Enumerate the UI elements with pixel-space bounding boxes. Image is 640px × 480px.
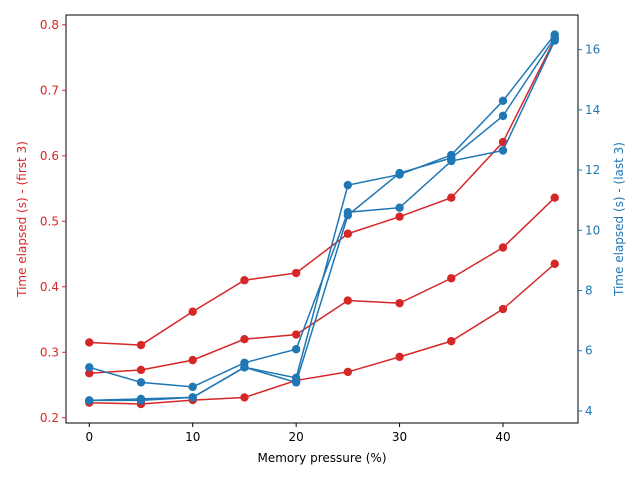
left-series-2-point: [188, 355, 197, 365]
x-tick-label: 0: [85, 430, 93, 444]
left-series-2-point: [447, 274, 456, 283]
left-series-1-point: [395, 212, 404, 221]
right-series-2-point: [498, 146, 508, 155]
x-axis-ticks: 0 10 20 30 40: [85, 423, 511, 444]
left-axis-ticks: 0.2 0.3 0.4 0.5 0.6 0.7 0.8: [40, 18, 66, 425]
right-series-3-point: [240, 363, 249, 372]
right-y-tick-label: 8: [585, 284, 593, 298]
left-series-line-2: [89, 197, 556, 374]
left-series-1-point: [447, 193, 456, 202]
left-series-1-point: [240, 276, 249, 285]
right-series-3-point: [447, 153, 456, 163]
right-series-3-point: [395, 168, 404, 178]
left-y-tick-label: 0.4: [40, 280, 59, 294]
left-y-tick-label: 0.8: [40, 18, 59, 32]
left-y-tick-label: 0.6: [40, 149, 59, 163]
left-series-2-point: [498, 243, 508, 252]
right-axis-series-group: [85, 30, 559, 405]
left-y-tick-label: 0.7: [40, 83, 59, 97]
left-series-2-point: [343, 296, 353, 305]
right-y-tick-label: 16: [585, 43, 600, 57]
right-series-3-point: [550, 33, 559, 42]
right-y-tick-label: 10: [585, 223, 600, 237]
left-series-1-point: [188, 307, 197, 316]
right-series-2-point: [85, 363, 94, 372]
right-y-tick-label: 6: [585, 344, 593, 358]
right-series-line-1: [89, 34, 556, 402]
left-series-3-point: [550, 259, 559, 269]
right-series-3-point: [188, 393, 197, 402]
x-axis-label: Memory pressure (%): [257, 451, 386, 465]
left-y-axis-label: Time elapsed (s) - (first 3): [15, 141, 29, 298]
left-series-3-point: [240, 393, 249, 402]
right-y-tick-label: 12: [585, 163, 600, 177]
right-series-2-point: [188, 382, 197, 392]
x-tick-label: 30: [392, 430, 407, 444]
left-series-2-point: [291, 330, 301, 339]
right-y-tick-label: 14: [585, 103, 600, 117]
right-series-3-point: [85, 396, 94, 405]
left-y-tick-label: 0.3: [40, 345, 59, 359]
right-series-2-point: [395, 203, 404, 212]
left-series-2-point: [136, 365, 146, 375]
left-axis-series-group: [85, 35, 559, 409]
left-series-1-point: [343, 229, 353, 238]
left-series-line-3: [89, 263, 556, 405]
x-tick-label: 40: [495, 430, 510, 444]
right-series-line-3: [89, 37, 556, 402]
left-series-line-1: [89, 38, 556, 346]
left-series-2-point: [85, 369, 94, 378]
right-y-tick-label: 4: [585, 404, 593, 418]
right-series-2-point: [291, 345, 301, 354]
x-tick-label: 20: [289, 430, 304, 444]
left-y-tick-label: 0.5: [40, 214, 59, 228]
right-series-3-point: [343, 211, 353, 220]
right-series-3-point: [291, 378, 301, 387]
left-series-3-point: [447, 336, 456, 346]
x-tick-label: 10: [185, 430, 200, 444]
left-series-1-point: [136, 340, 146, 350]
left-series-2-point: [240, 334, 249, 344]
left-series-2-point: [395, 298, 404, 308]
plot-frame: [65, 14, 579, 424]
right-y-axis-label: Time elapsed (s) - (last 3): [612, 142, 626, 297]
left-series-1-point: [85, 338, 94, 347]
left-series-3-point: [498, 304, 508, 314]
left-series-1-point: [291, 268, 301, 278]
right-axis-ticks: 4 6 8 10 12 14 16: [578, 43, 600, 418]
right-series-2-point: [136, 378, 146, 387]
right-series-3-point: [498, 111, 508, 121]
left-series-1-point: [498, 137, 508, 147]
right-series-3-point: [136, 396, 146, 405]
left-series-3-point: [395, 352, 404, 362]
right-series-line-2: [89, 40, 556, 388]
left-y-tick-label: 0.2: [40, 411, 59, 425]
left-series-3-point: [343, 367, 353, 377]
right-series-1-point: [343, 180, 353, 190]
right-series-1-point: [498, 96, 508, 106]
left-series-2-point: [550, 193, 559, 202]
